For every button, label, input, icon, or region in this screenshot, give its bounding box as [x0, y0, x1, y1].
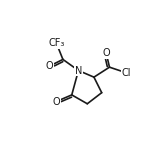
Text: N: N [75, 66, 82, 75]
Text: Cl: Cl [121, 68, 131, 78]
Text: CF₃: CF₃ [48, 38, 64, 48]
Text: O: O [46, 61, 53, 71]
Text: O: O [102, 48, 110, 58]
Text: O: O [52, 96, 60, 107]
